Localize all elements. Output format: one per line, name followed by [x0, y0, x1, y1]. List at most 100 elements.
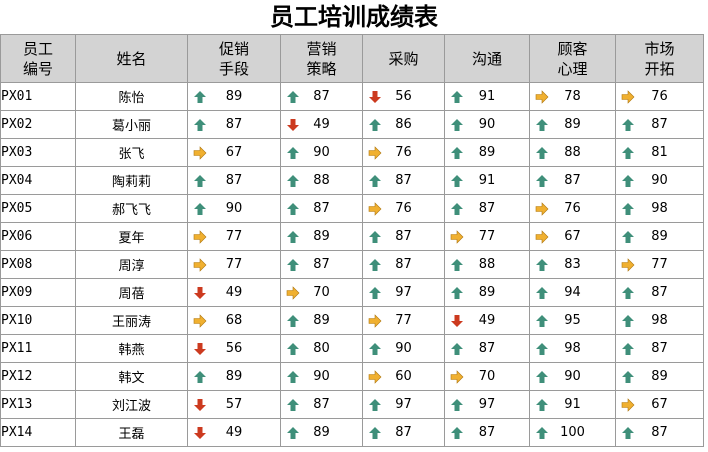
header-customer-psychology[interactable]: 顾客 心理	[529, 34, 616, 83]
score-cell[interactable]: 87	[187, 110, 281, 139]
score-cell[interactable]: 90	[280, 362, 363, 391]
score-cell[interactable]: 87	[280, 250, 363, 279]
employee-id-cell[interactable]: PX03	[0, 138, 76, 167]
score-cell[interactable]: 77	[187, 222, 281, 251]
header-marketing-strategy[interactable]: 营销 策略	[280, 34, 363, 83]
score-cell[interactable]: 57	[187, 390, 281, 419]
score-cell[interactable]: 87	[280, 390, 363, 419]
score-cell[interactable]: 77	[187, 250, 281, 279]
score-cell[interactable]: 95	[529, 306, 616, 335]
employee-id-cell[interactable]: PX11	[0, 334, 76, 363]
score-cell[interactable]: 98	[529, 334, 616, 363]
employee-id-cell[interactable]: PX02	[0, 110, 76, 139]
employee-name-cell[interactable]: 张飞	[75, 138, 188, 167]
score-cell[interactable]: 89	[280, 222, 363, 251]
score-cell[interactable]: 91	[529, 390, 616, 419]
score-cell[interactable]: 89	[280, 418, 363, 447]
score-cell[interactable]: 87	[362, 418, 445, 447]
score-cell[interactable]: 91	[444, 82, 530, 111]
score-cell[interactable]: 98	[615, 194, 704, 223]
score-cell[interactable]: 87	[187, 166, 281, 195]
score-cell[interactable]: 49	[187, 418, 281, 447]
score-cell[interactable]: 67	[529, 222, 616, 251]
score-cell[interactable]: 87	[615, 278, 704, 307]
score-cell[interactable]: 76	[362, 194, 445, 223]
score-cell[interactable]: 60	[362, 362, 445, 391]
score-cell[interactable]: 76	[362, 138, 445, 167]
score-cell[interactable]: 56	[187, 334, 281, 363]
score-cell[interactable]: 70	[280, 278, 363, 307]
score-cell[interactable]: 87	[615, 110, 704, 139]
score-cell[interactable]: 86	[362, 110, 445, 139]
score-cell[interactable]: 100	[529, 418, 616, 447]
score-cell[interactable]: 87	[444, 334, 530, 363]
employee-id-cell[interactable]: PX14	[0, 418, 76, 447]
employee-name-cell[interactable]: 葛小丽	[75, 110, 188, 139]
employee-id-cell[interactable]: PX10	[0, 306, 76, 335]
employee-id-cell[interactable]: PX08	[0, 250, 76, 279]
score-cell[interactable]: 81	[615, 138, 704, 167]
score-cell[interactable]: 70	[444, 362, 530, 391]
score-cell[interactable]: 90	[362, 334, 445, 363]
score-cell[interactable]: 87	[615, 334, 704, 363]
score-cell[interactable]: 89	[187, 82, 281, 111]
employee-id-cell[interactable]: PX09	[0, 278, 76, 307]
score-cell[interactable]: 90	[280, 138, 363, 167]
employee-name-cell[interactable]: 陈怡	[75, 82, 188, 111]
score-cell[interactable]: 68	[187, 306, 281, 335]
score-cell[interactable]: 87	[444, 194, 530, 223]
header-name[interactable]: 姓名	[75, 34, 188, 83]
employee-name-cell[interactable]: 韩燕	[75, 334, 188, 363]
header-communication[interactable]: 沟通	[444, 34, 530, 83]
score-cell[interactable]: 90	[615, 166, 704, 195]
employee-name-cell[interactable]: 王丽涛	[75, 306, 188, 335]
score-cell[interactable]: 87	[444, 418, 530, 447]
score-cell[interactable]: 87	[280, 194, 363, 223]
employee-id-cell[interactable]: PX01	[0, 82, 76, 111]
score-cell[interactable]: 87	[615, 418, 704, 447]
score-cell[interactable]: 90	[444, 110, 530, 139]
header-market-expansion[interactable]: 市场 开拓	[615, 34, 704, 83]
score-cell[interactable]: 49	[280, 110, 363, 139]
score-cell[interactable]: 87	[529, 166, 616, 195]
score-cell[interactable]: 76	[615, 82, 704, 111]
header-procurement[interactable]: 采购	[362, 34, 445, 83]
score-cell[interactable]: 67	[187, 138, 281, 167]
employee-name-cell[interactable]: 周淳	[75, 250, 188, 279]
score-cell[interactable]: 77	[444, 222, 530, 251]
score-cell[interactable]: 56	[362, 82, 445, 111]
score-cell[interactable]: 87	[362, 250, 445, 279]
employee-id-cell[interactable]: PX05	[0, 194, 76, 223]
score-cell[interactable]: 89	[280, 306, 363, 335]
employee-id-cell[interactable]: PX13	[0, 390, 76, 419]
employee-id-cell[interactable]: PX12	[0, 362, 76, 391]
score-cell[interactable]: 76	[529, 194, 616, 223]
score-cell[interactable]: 87	[362, 222, 445, 251]
score-cell[interactable]: 49	[444, 306, 530, 335]
score-cell[interactable]: 97	[362, 278, 445, 307]
score-cell[interactable]: 97	[444, 390, 530, 419]
score-cell[interactable]: 80	[280, 334, 363, 363]
score-cell[interactable]: 77	[615, 250, 704, 279]
score-cell[interactable]: 90	[529, 362, 616, 391]
employee-name-cell[interactable]: 韩文	[75, 362, 188, 391]
employee-id-cell[interactable]: PX06	[0, 222, 76, 251]
score-cell[interactable]: 88	[280, 166, 363, 195]
score-cell[interactable]: 88	[444, 250, 530, 279]
score-cell[interactable]: 89	[615, 222, 704, 251]
score-cell[interactable]: 67	[615, 390, 704, 419]
score-cell[interactable]: 90	[187, 194, 281, 223]
score-cell[interactable]: 89	[615, 362, 704, 391]
score-cell[interactable]: 89	[444, 278, 530, 307]
score-cell[interactable]: 49	[187, 278, 281, 307]
employee-name-cell[interactable]: 夏年	[75, 222, 188, 251]
employee-name-cell[interactable]: 郝飞飞	[75, 194, 188, 223]
score-cell[interactable]: 94	[529, 278, 616, 307]
score-cell[interactable]: 83	[529, 250, 616, 279]
score-cell[interactable]: 91	[444, 166, 530, 195]
employee-id-cell[interactable]: PX04	[0, 166, 76, 195]
employee-name-cell[interactable]: 王磊	[75, 418, 188, 447]
score-cell[interactable]: 87	[362, 166, 445, 195]
score-cell[interactable]: 77	[362, 306, 445, 335]
score-cell[interactable]: 98	[615, 306, 704, 335]
